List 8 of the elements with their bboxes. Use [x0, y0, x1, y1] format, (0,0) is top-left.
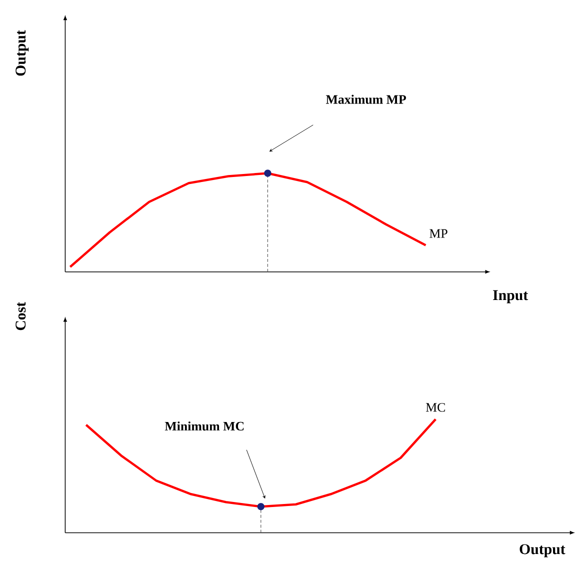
series-label: MP: [430, 230, 448, 238]
annotation: Minimum MC: [164, 422, 244, 431]
text: Maximum MP: [326, 94, 406, 104]
x-axis-title: Output: [520, 544, 566, 558]
y-axis-title: Output: [16, 30, 29, 76]
x-axis-title: Input: [493, 290, 528, 304]
series-label: MC: [426, 403, 445, 412]
y-axis-title: Cost: [16, 302, 26, 330]
